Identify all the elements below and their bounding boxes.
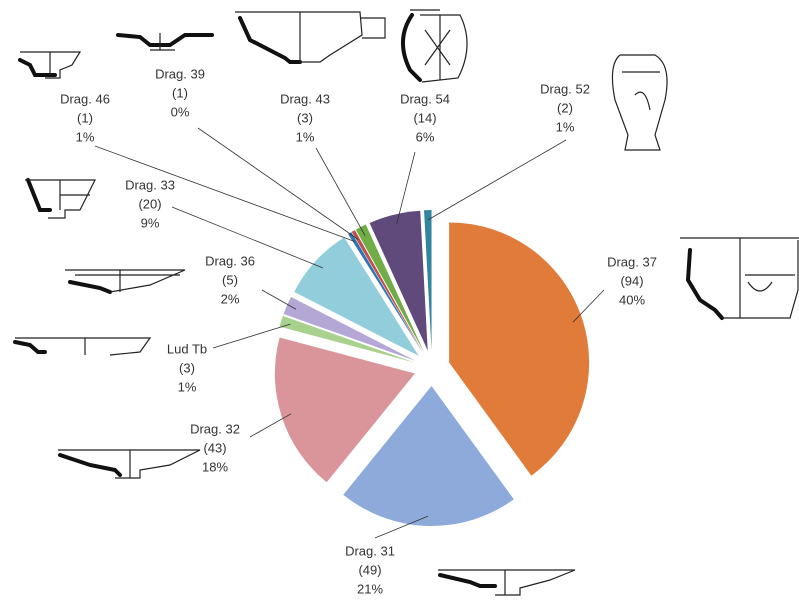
slice-percent: 0% bbox=[171, 104, 190, 119]
slice-label: Drag. 33 bbox=[125, 177, 175, 192]
pot-drawing bbox=[611, 54, 668, 151]
slice-count: (20) bbox=[138, 196, 161, 211]
slice-percent: 1% bbox=[76, 129, 95, 144]
pie-slice bbox=[348, 232, 423, 353]
leader-line bbox=[197, 127, 359, 240]
leader-line bbox=[212, 323, 291, 349]
leader-line bbox=[374, 515, 429, 539]
slice-count: (5) bbox=[222, 272, 238, 287]
leader-line bbox=[396, 151, 416, 225]
slice-percent: 40% bbox=[619, 292, 645, 307]
leader-line bbox=[315, 147, 366, 236]
slice-label: Drag. 36 bbox=[205, 253, 255, 268]
pot-drawing bbox=[438, 573, 497, 588]
pot-drawing bbox=[65, 269, 186, 293]
pie-slice bbox=[294, 237, 419, 356]
pot-drawing bbox=[116, 33, 214, 47]
pot-drawing bbox=[18, 58, 57, 77]
slice-count: (14) bbox=[413, 110, 436, 125]
pot-drawing bbox=[235, 11, 386, 63]
leader-line bbox=[171, 206, 323, 269]
pot-drawing bbox=[410, 9, 468, 83]
slice-label: Drag. 32 bbox=[190, 421, 240, 436]
leader-line bbox=[94, 145, 355, 242]
pie-slice bbox=[274, 337, 415, 483]
slice-count: (3) bbox=[179, 360, 195, 375]
pot-drawing bbox=[150, 33, 175, 51]
slice-count: (3) bbox=[297, 110, 313, 125]
pot-drawing bbox=[680, 237, 799, 319]
slice-count: (1) bbox=[172, 85, 188, 100]
pot-drawing bbox=[238, 16, 302, 64]
pot-drawing bbox=[13, 340, 47, 354]
pottery-drawings bbox=[13, 9, 799, 596]
leader-line bbox=[427, 139, 567, 221]
pot-drawing bbox=[438, 569, 576, 596]
slice-label: Drag. 31 bbox=[345, 543, 395, 558]
slice-percent: 1% bbox=[556, 119, 575, 134]
pot-drawing bbox=[58, 449, 201, 479]
slice-count: (94) bbox=[620, 273, 643, 288]
slice-label: Drag. 39 bbox=[155, 66, 205, 81]
slice-percent: 1% bbox=[178, 379, 197, 394]
pot-drawing bbox=[26, 178, 52, 212]
pie-slice bbox=[369, 210, 428, 351]
pie-slice bbox=[424, 210, 432, 351]
pie-slice bbox=[351, 230, 424, 353]
pot-drawing bbox=[58, 453, 122, 477]
leader-line bbox=[249, 413, 292, 438]
slice-percent: 1% bbox=[296, 129, 315, 144]
slice-percent: 2% bbox=[221, 291, 240, 306]
slice-label: Drag. 54 bbox=[400, 91, 450, 106]
pie-slice bbox=[283, 296, 416, 361]
pot-drawing bbox=[68, 280, 112, 294]
slice-label: Drag. 37 bbox=[607, 254, 657, 269]
slice-label: Drag. 46 bbox=[60, 91, 110, 106]
pot-drawing bbox=[25, 179, 96, 219]
leader-line bbox=[261, 289, 297, 310]
pot-drawing bbox=[685, 248, 724, 320]
pie-slice bbox=[279, 315, 415, 363]
pie-slice bbox=[355, 224, 424, 352]
slice-count: (49) bbox=[358, 562, 381, 577]
slice-count: (2) bbox=[557, 100, 573, 115]
slice-percent: 9% bbox=[141, 215, 160, 230]
pot-drawing bbox=[15, 337, 152, 356]
slice-count: (1) bbox=[77, 110, 93, 125]
pie-slice bbox=[343, 385, 514, 526]
leader-line bbox=[572, 289, 605, 323]
slice-label: Drag. 43 bbox=[280, 91, 330, 106]
pie-slice bbox=[449, 222, 590, 476]
pot-drawing bbox=[401, 13, 422, 82]
slice-label: Lud Tb bbox=[167, 341, 207, 356]
pot-drawing bbox=[20, 51, 82, 79]
slice-percent: 6% bbox=[416, 129, 435, 144]
slice-count: (43) bbox=[203, 440, 226, 455]
slice-percent: 21% bbox=[357, 581, 383, 596]
slice-label: Drag. 52 bbox=[540, 81, 590, 96]
slice-percent: 18% bbox=[202, 459, 228, 474]
